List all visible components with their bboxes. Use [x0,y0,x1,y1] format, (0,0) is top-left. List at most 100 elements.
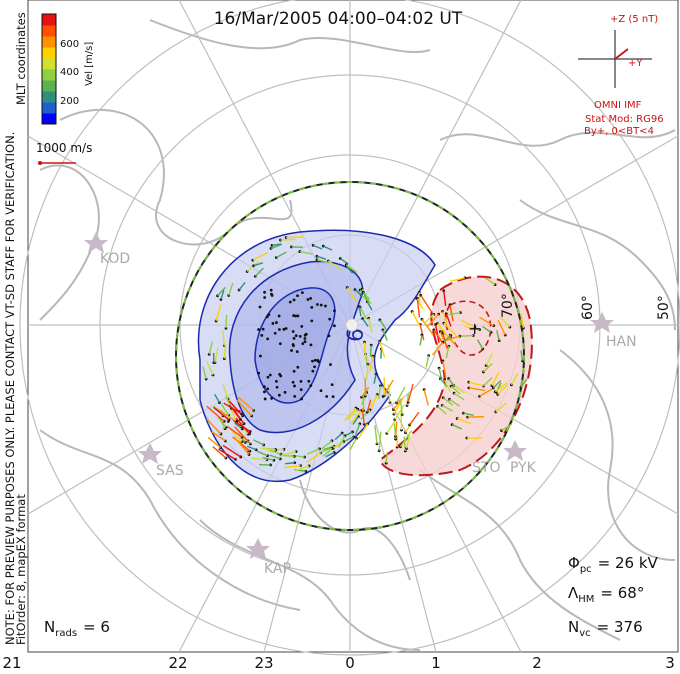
velocity-vector [496,330,500,341]
station-sas: SAS [138,443,184,479]
vector-origin [266,337,270,341]
velocity-vector [369,394,378,411]
velocity-vector [445,313,452,327]
velocity-vector [434,324,440,343]
imf-condition: By+, 0<BT<4 [584,126,654,137]
lat-label-60: 60° [580,295,596,320]
imf-y-label: +Y [628,58,643,69]
stat-n-vc: Nvc = 376 [568,618,643,639]
scale-vector-label: 1000 m/s [36,141,92,155]
station-markers: KOD HAN SAS STO PYK KAP [84,232,637,577]
vector-origin [275,385,279,389]
vector-origin [319,389,323,393]
vector-origin [270,397,274,400]
vector-origin [309,343,313,347]
velocity-vector [281,454,295,458]
velocity-vector [321,440,333,450]
vector-origin [275,321,278,324]
velocity-vector [366,301,373,311]
velocity-vector [354,423,361,435]
velocity-vector [237,396,255,411]
velocity-vector [338,435,346,448]
stat-lambda-value: = 68° [600,584,644,602]
velocity-vector [378,431,382,451]
mlt-tick-3: 3 [665,654,675,672]
velocity-vector [453,384,466,394]
velocity-vector [520,350,524,361]
pole-marker [345,318,359,332]
velocity-vector [206,418,222,435]
velocity-vector [461,334,474,337]
velocity-vector [212,406,230,421]
vector-origin [311,359,314,363]
vector-origin [257,371,261,375]
vector-origin [258,305,262,309]
vector-origin [309,384,313,388]
velocity-vector [448,311,461,316]
velocity-vector [208,341,214,355]
mlt-tick-1: 1 [431,654,441,672]
velocity-vector [445,346,450,359]
station-han: HAN [590,312,637,350]
velocity-vector [283,464,301,469]
vector-origin [295,350,299,354]
velocity-vector [494,382,508,393]
velocity-vector [423,313,435,325]
velocity-vector [217,286,226,297]
colorbar-segment [42,36,56,48]
imf-z-label: +Z (5 nT) [610,14,658,25]
vector-origin [316,359,320,362]
velocity-vector [323,245,333,251]
velocity-vector [436,323,449,338]
station-label-kap: KAP [264,561,291,577]
velocity-vector [491,372,500,386]
vector-origin [294,314,298,318]
vector-origin [324,304,327,308]
stat-phi-sub: pc [580,564,592,575]
vector-origin [310,319,314,323]
station-label-sto: STO [472,460,500,476]
velocity-vector [251,457,267,461]
velocity-vector [285,462,295,465]
vector-origin [291,380,295,384]
velocity-vector [365,364,369,380]
velocity-vector [344,407,357,421]
vector-origin [269,288,273,292]
velocity-vector [423,389,429,406]
vector-origin [299,388,303,392]
potential-max-label: + [468,319,481,338]
stat-lambda-hm: ΛHM = 68° [568,584,644,605]
vector-origin [258,354,262,358]
velocity-vector [220,290,225,300]
velocity-vector [350,410,362,425]
velocity-vector [379,319,387,330]
velocity-vector [270,243,282,250]
velocity-vector [450,277,466,283]
velocity-vector [212,446,227,459]
heppner-maynard-boundary-green [175,181,525,531]
velocity-vector [393,423,397,437]
velocity-vector [463,412,474,417]
velocity-vector [437,405,447,415]
velocity-vector [214,393,221,403]
imf-model: Stat Mod: RG96 [585,114,664,125]
mlt-tick-2: 2 [532,654,542,672]
velocity-vector [468,387,486,392]
coordinates-label: MLT coordinates [14,12,28,105]
vector-origin [277,314,281,318]
station-label-han: HAN [606,334,637,350]
vector-origin [268,373,272,377]
vector-origin [303,340,307,343]
vector-origin [265,315,269,319]
velocity-vector [427,313,440,327]
velocity-vector [228,282,234,296]
vector-origin [333,309,336,313]
velocity-vector [373,374,377,384]
velocity-vector [385,451,388,464]
vector-origin [266,375,270,379]
vector-origin [310,305,314,309]
vector-origin [306,298,310,301]
imf-clock: +Z (5 nT) +Y OMNI IMF Stat Mod: RG96 By+… [578,14,664,137]
vector-origin [300,324,304,328]
